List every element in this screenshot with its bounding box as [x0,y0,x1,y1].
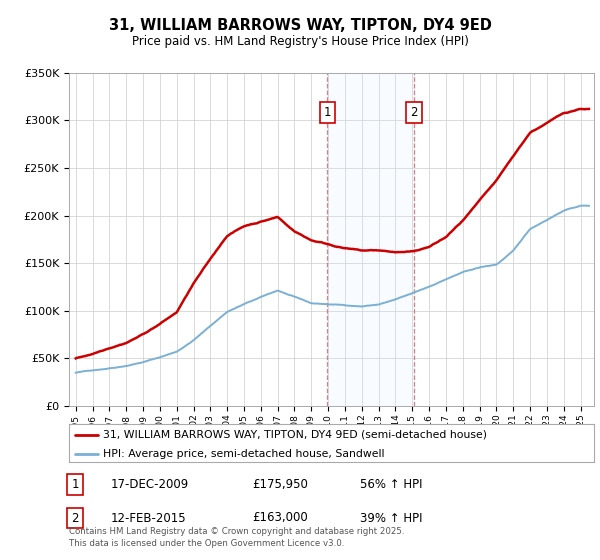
Text: 12-FEB-2015: 12-FEB-2015 [111,511,187,525]
Text: 1: 1 [324,106,331,119]
Text: HPI: Average price, semi-detached house, Sandwell: HPI: Average price, semi-detached house,… [103,449,385,459]
Text: 2: 2 [410,106,418,119]
Text: Price paid vs. HM Land Registry's House Price Index (HPI): Price paid vs. HM Land Registry's House … [131,35,469,49]
Text: £163,000: £163,000 [252,511,308,525]
Text: 56% ↑ HPI: 56% ↑ HPI [360,478,422,491]
Text: 2: 2 [71,511,79,525]
Text: 17-DEC-2009: 17-DEC-2009 [111,478,189,491]
Text: Contains HM Land Registry data © Crown copyright and database right 2025.
This d: Contains HM Land Registry data © Crown c… [69,527,404,548]
Text: 39% ↑ HPI: 39% ↑ HPI [360,511,422,525]
Text: 31, WILLIAM BARROWS WAY, TIPTON, DY4 9ED (semi-detached house): 31, WILLIAM BARROWS WAY, TIPTON, DY4 9ED… [103,430,487,440]
Bar [328,73,414,406]
Text: 1: 1 [71,478,79,491]
Text: £175,950: £175,950 [252,478,308,491]
Text: 31, WILLIAM BARROWS WAY, TIPTON, DY4 9ED: 31, WILLIAM BARROWS WAY, TIPTON, DY4 9ED [109,18,491,32]
